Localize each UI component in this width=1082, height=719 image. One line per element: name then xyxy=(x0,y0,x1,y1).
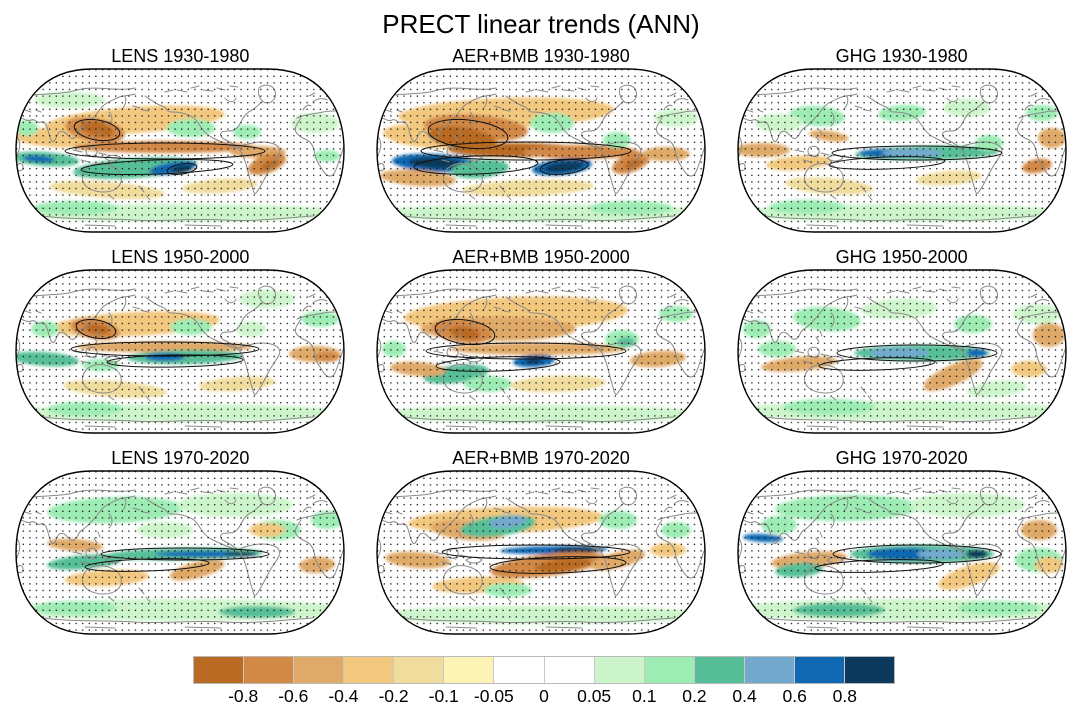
panel-title: LENS 1970-2020 xyxy=(111,448,250,468)
colorbar-segment xyxy=(594,657,645,683)
colorbar-segment xyxy=(344,657,395,683)
map-ghg-1950-2000 xyxy=(736,269,1067,434)
figure-title: PRECT linear trends (ANN) xyxy=(382,9,700,39)
colorbar-tick-label: -0.8 xyxy=(228,686,259,706)
panel-title: GHG 1950-2000 xyxy=(835,247,968,267)
colorbar-segment xyxy=(644,657,695,683)
panel-aerbmb-1950-2000: AER+BMB 1950-2000 xyxy=(361,246,722,434)
colorbar-segment xyxy=(744,657,795,683)
map-lens-1950-2000 xyxy=(15,269,346,434)
colorbar-tick-label: 0.6 xyxy=(782,686,807,706)
colorbar: -0.8 -0.6 -0.4 -0.2 -0.1 -0.05 0 0.05 0.1 0.2 0.4 0… xyxy=(193,656,895,709)
colorbar-tick-label: -0.05 xyxy=(473,686,514,706)
map-ghg-1930-1980 xyxy=(736,68,1067,233)
panel-grid: LENS 1930-1980 AER+BMB 1930-1980 GHG 193… xyxy=(0,45,1082,635)
colorbar-cells xyxy=(193,656,895,684)
colorbar-tick-label: 0.05 xyxy=(577,686,612,706)
colorbar-segment xyxy=(544,657,595,683)
panel-ghg-1970-2020: GHG 1970-2020 xyxy=(721,447,1082,635)
colorbar-tick-label: 0.4 xyxy=(732,686,757,706)
panel-aerbmb-1970-2020: AER+BMB 1970-2020 xyxy=(361,447,722,635)
colorbar-tick-label: 0.8 xyxy=(832,686,858,706)
panel-title: AER+BMB 1930-1980 xyxy=(452,46,630,66)
panel-ghg-1950-2000: GHG 1950-2000 xyxy=(721,246,1082,434)
map-aerbmb-1970-2020 xyxy=(376,470,706,635)
colorbar-segment xyxy=(244,657,295,683)
colorbar-tick-label: 0.1 xyxy=(632,686,657,706)
colorbar-tick-label: -0.2 xyxy=(378,686,409,706)
colorbar-tick-label: -0.6 xyxy=(278,686,309,706)
panel-title: GHG 1930-1980 xyxy=(835,46,968,66)
panel-title: LENS 1930-1980 xyxy=(111,46,250,66)
colorbar-segment xyxy=(845,657,895,683)
colorbar-segment xyxy=(194,657,245,683)
panel-lens-1950-2000: LENS 1950-2000 xyxy=(0,246,361,434)
panel-aerbmb-1930-1980: AER+BMB 1930-1980 xyxy=(361,45,722,233)
panel-title: AER+BMB 1950-2000 xyxy=(452,247,630,267)
map-aerbmb-1930-1980 xyxy=(376,68,706,233)
map-lens-1970-2020 xyxy=(15,470,346,635)
panel-lens-1970-2020: LENS 1970-2020 xyxy=(0,447,361,635)
panel-title: AER+BMB 1970-2020 xyxy=(452,448,630,468)
map-aerbmb-1950-2000 xyxy=(376,269,706,434)
colorbar-tick-label: 0.2 xyxy=(682,686,707,706)
panel-title: LENS 1950-2000 xyxy=(111,247,250,267)
map-ghg-1970-2020 xyxy=(736,470,1067,635)
colorbar-segment xyxy=(294,657,345,683)
map-lens-1930-1980 xyxy=(15,68,346,233)
colorbar-segment xyxy=(494,657,545,683)
colorbar-tick-label: 0 xyxy=(539,686,549,706)
colorbar-tick-label: -0.4 xyxy=(328,686,359,706)
colorbar-segment xyxy=(394,657,445,683)
colorbar-segment xyxy=(694,657,745,683)
colorbar-tick-labels: -0.8 -0.6 -0.4 -0.2 -0.1 -0.05 0 0.05 0.1 0.2 0.4 0… xyxy=(193,685,895,709)
colorbar-segment xyxy=(794,657,846,683)
colorbar-tick-label: -0.1 xyxy=(428,686,459,706)
colorbar-segment xyxy=(444,657,495,683)
panel-lens-1930-1980: LENS 1930-1980 xyxy=(0,45,361,233)
panel-title: GHG 1970-2020 xyxy=(835,448,968,468)
panel-ghg-1930-1980: GHG 1930-1980 xyxy=(721,45,1082,233)
